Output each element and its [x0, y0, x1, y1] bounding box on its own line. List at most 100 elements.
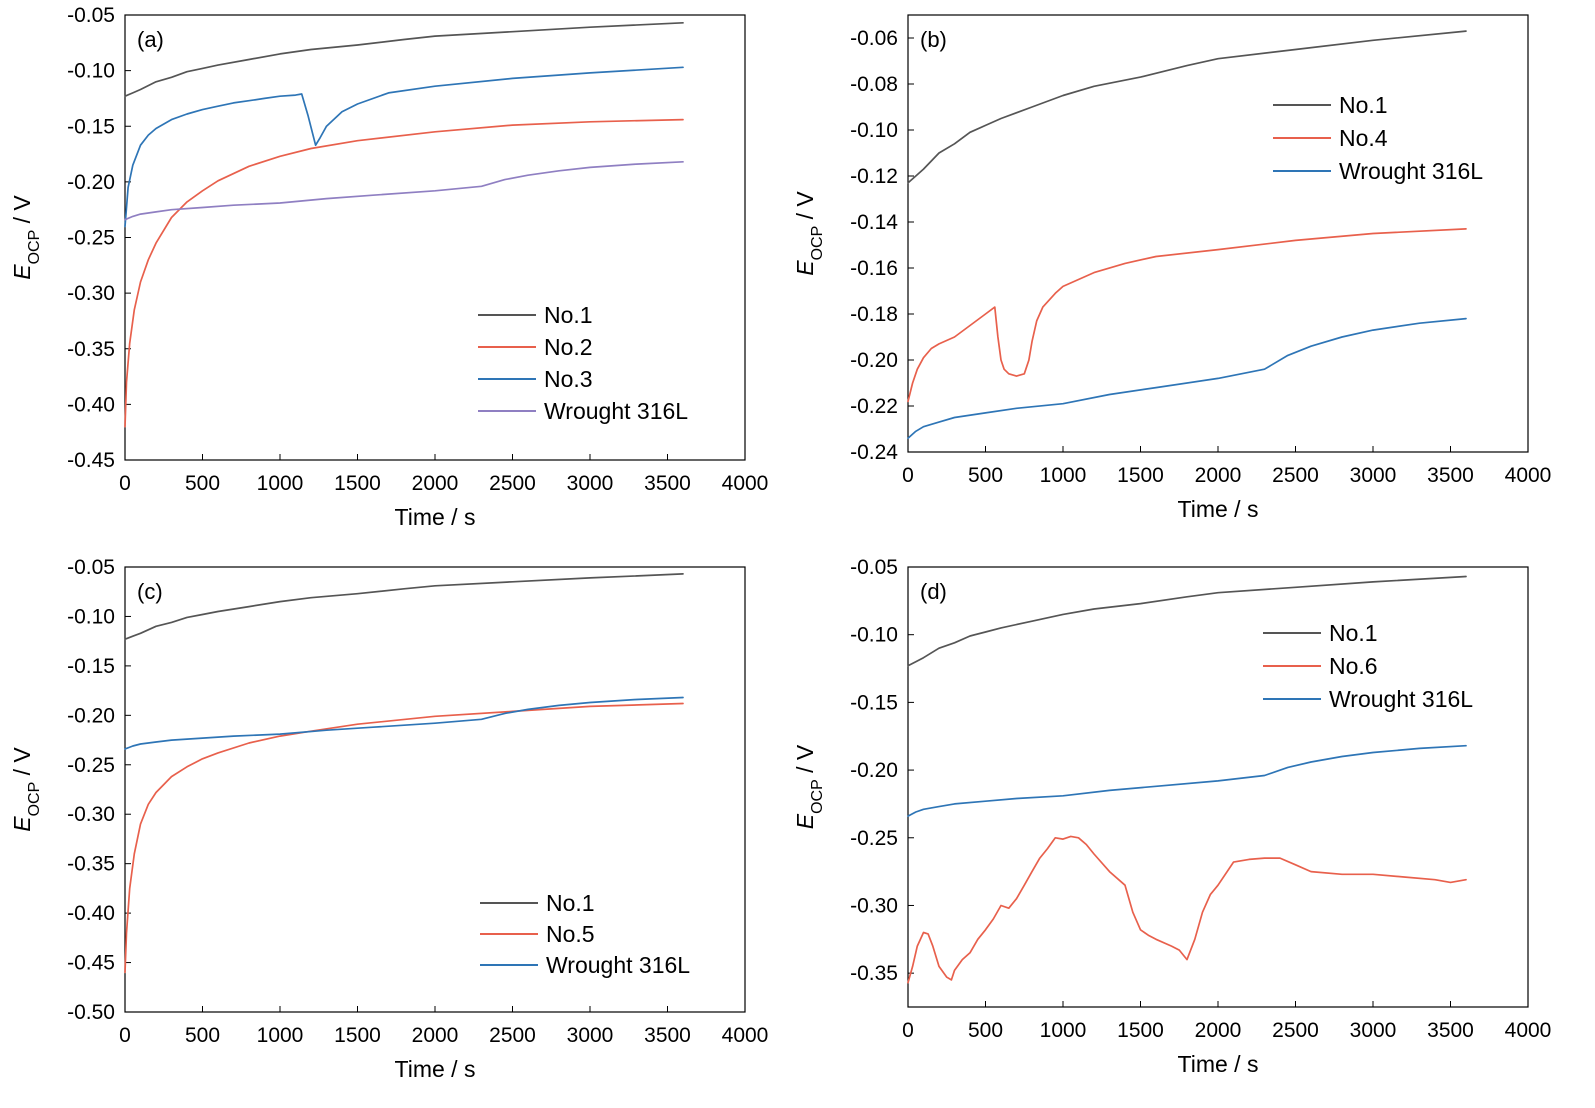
panel-d: 0 500 1000 1500 2000 2500 3000 3500 4000 -0.35 -0.…	[792, 556, 1551, 1077]
y-axis-title-unit: / V	[9, 195, 35, 230]
series-line-wrought-316l	[124, 160, 684, 221]
series-line-wrought-316l	[907, 317, 1467, 440]
series-line-no-5	[124, 702, 684, 974]
panel-label: (b)	[920, 27, 947, 52]
series-line-no-1	[124, 573, 684, 641]
series-line-wrought-316l	[124, 696, 684, 750]
y-tick-label: -0.35	[67, 853, 115, 876]
y-tick-label: -0.20	[850, 759, 898, 782]
x-axis-title: Time / s	[1178, 1051, 1259, 1077]
x-tick-label: 500	[185, 1024, 220, 1047]
y-tick-label: -0.25	[67, 754, 115, 777]
y-tick-label: -0.05	[850, 556, 898, 579]
y-axis-title-main: E	[792, 813, 818, 829]
y-tick-label: -0.05	[67, 4, 115, 27]
y-tick-label: -0.14	[850, 211, 898, 234]
legend-label: No.2	[544, 334, 593, 360]
y-axis-title: EOCP / V	[792, 744, 826, 829]
panel-label: (d)	[920, 579, 947, 604]
legend-label: Wrought 316L	[1329, 686, 1473, 712]
legend-label: No.1	[1339, 92, 1388, 118]
y-axis-title-main: E	[792, 260, 818, 276]
y-axis-title-unit: / V	[792, 744, 818, 779]
x-tick-label: 1500	[1117, 464, 1164, 487]
y-tick-label: -0.15	[850, 691, 898, 714]
x-tick-label: 500	[185, 472, 220, 495]
y-axis-title-unit: / V	[9, 747, 35, 782]
plot-frame	[124, 14, 746, 461]
series-line-no-1	[907, 575, 1467, 667]
legend-label: No.5	[546, 921, 595, 947]
y-tick-label: -0.45	[67, 449, 115, 472]
legend-label: No.1	[546, 890, 595, 916]
legend-label: Wrought 316L	[1339, 158, 1483, 184]
y-axis-title: EOCP / V	[9, 195, 43, 280]
x-tick-label: 3500	[644, 1024, 691, 1047]
series-line-no-1	[907, 30, 1467, 184]
series-line-no-2	[124, 118, 684, 428]
legend-label: No.1	[1329, 620, 1378, 646]
y-tick-label: -0.10	[850, 624, 898, 647]
x-tick-label: 4000	[722, 472, 769, 495]
series-line-no-3	[124, 66, 684, 228]
x-tick-label: 2000	[1195, 464, 1242, 487]
y-tick-label: -0.22	[850, 395, 898, 418]
series-line-no-6	[907, 835, 1467, 984]
x-tick-label: 0	[119, 472, 131, 495]
y-axis-title: EOCP / V	[9, 747, 43, 832]
y-tick-label: -0.10	[67, 60, 115, 83]
y-axis-title-sub: OCP	[26, 230, 43, 265]
x-tick-label: 3000	[567, 472, 614, 495]
y-tick-label: -0.30	[67, 803, 115, 826]
y-tick-label: -0.20	[67, 171, 115, 194]
panel-c: 0 500 1000 1500 2000 2500 3000 3500 4000 -0.50 -0.…	[9, 556, 768, 1082]
x-tick-label: 3500	[1427, 1019, 1474, 1042]
y-axis-title-unit: / V	[792, 191, 818, 226]
series-line-wrought-316l	[907, 744, 1467, 817]
x-tick-label: 2500	[1272, 464, 1319, 487]
x-tick-label: 500	[968, 464, 1003, 487]
x-tick-label: 0	[119, 1024, 131, 1047]
y-tick-label: -0.06	[850, 27, 898, 50]
x-tick-label: 1500	[1117, 1019, 1164, 1042]
x-tick-label: 500	[968, 1019, 1003, 1042]
y-tick-label: -0.10	[850, 119, 898, 142]
y-axis-title-sub: OCP	[809, 226, 826, 261]
x-tick-label: 4000	[1505, 1019, 1552, 1042]
y-tick-label: -0.25	[850, 827, 898, 850]
x-tick-label: 3500	[644, 472, 691, 495]
panel-label: (c)	[137, 579, 163, 604]
legend-label: No.3	[544, 366, 593, 392]
x-tick-label: 2500	[1272, 1019, 1319, 1042]
y-tick-label: -0.20	[850, 349, 898, 372]
panel-label: (a)	[137, 27, 164, 52]
y-tick-label: -0.40	[67, 902, 115, 925]
y-tick-label: -0.15	[67, 655, 115, 678]
y-tick-label: -0.16	[850, 257, 898, 280]
y-axis-title-main: E	[9, 264, 35, 280]
y-axis-title-main: E	[9, 816, 35, 832]
x-axis-title: Time / s	[395, 504, 476, 530]
legend-label: No.1	[544, 302, 593, 328]
x-tick-label: 2500	[489, 472, 536, 495]
x-tick-label: 1000	[1040, 464, 1087, 487]
y-tick-label: -0.10	[67, 605, 115, 628]
y-tick-label: -0.35	[67, 338, 115, 361]
series-line-no-1	[124, 21, 684, 98]
y-axis-title: EOCP / V	[792, 191, 826, 276]
x-tick-label: 2000	[1195, 1019, 1242, 1042]
x-axis-title: Time / s	[1178, 496, 1259, 522]
x-tick-label: 3500	[1427, 464, 1474, 487]
x-tick-label: 0	[902, 1019, 914, 1042]
series-line-no-4	[907, 228, 1467, 403]
x-tick-label: 2000	[412, 1024, 459, 1047]
x-tick-label: 2000	[412, 472, 459, 495]
legend-label: Wrought 316L	[546, 952, 690, 978]
plot-frame	[907, 14, 1529, 453]
x-tick-label: 2500	[489, 1024, 536, 1047]
legend-label: No.6	[1329, 653, 1378, 679]
y-tick-label: -0.30	[67, 282, 115, 305]
x-tick-label: 1000	[257, 472, 304, 495]
x-axis-title: Time / s	[395, 1056, 476, 1082]
y-tick-label: -0.12	[850, 165, 898, 188]
